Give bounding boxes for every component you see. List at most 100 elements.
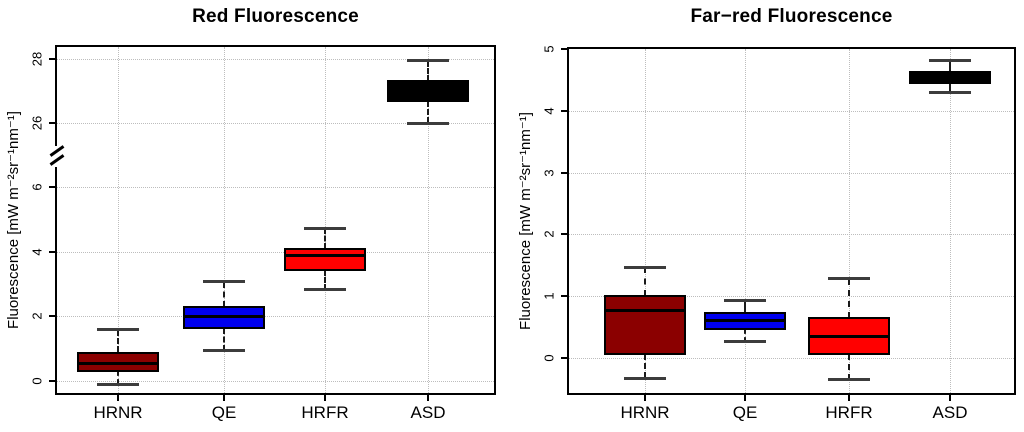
x-category-label-asd: ASD [932, 403, 968, 422]
median-line-asd [387, 89, 469, 93]
panel-red-fluorescence: Red Fluorescence Fluorescence [mW m⁻²sr⁻… [5, 6, 496, 422]
whisker-stem-lower-hrnr [117, 371, 119, 385]
h-gridline [569, 173, 1014, 174]
whisker-cap-upper-asd [407, 59, 449, 63]
plot-area-red [55, 45, 496, 395]
x-axis-tick [324, 393, 326, 401]
whisker-stem-upper-qe [744, 300, 746, 313]
chart-title-far-red: Far−red Fluorescence [690, 6, 893, 27]
whisker-stem-upper-asd [949, 60, 951, 72]
y-axis-tick [49, 122, 57, 124]
h-gridline [57, 316, 494, 317]
x-category-label-hrnr: HRNR [620, 403, 670, 422]
x-category-label-qe: QE [211, 403, 237, 422]
y-tick-label: 2 [541, 230, 557, 238]
box-hrfr [284, 248, 366, 271]
whisker-cap-upper-hrnr [624, 265, 666, 269]
y-tick-label: 5 [541, 45, 557, 53]
whisker-stem-upper-qe [223, 281, 225, 308]
y-tick-label: 1 [541, 292, 557, 300]
whisker-stem-upper-asd [427, 60, 429, 82]
y-axis-tick [561, 110, 569, 112]
whisker-cap-lower-asd [407, 121, 449, 125]
box-qe [183, 306, 265, 330]
x-category-label-qe: QE [732, 403, 758, 422]
box-hrnr [604, 295, 686, 355]
whisker-cap-lower-asd [929, 90, 971, 94]
whisker-stem-lower-qe [744, 328, 746, 342]
whisker-cap-lower-hrnr [624, 376, 666, 380]
median-line-asd [909, 75, 991, 79]
whisker-stem-upper-hrnr [644, 267, 646, 297]
whisker-cap-upper-hrfr [304, 226, 346, 230]
y-tick-label: 0 [29, 377, 45, 385]
x-axis-tick [427, 393, 429, 401]
median-line-qe [183, 314, 265, 318]
x-axis-tick [223, 393, 225, 401]
y-axis-tick [561, 172, 569, 174]
y-tick-label: 26 [29, 115, 45, 131]
whisker-stem-lower-qe [223, 328, 225, 351]
x-category-label-asd: ASD [410, 403, 446, 422]
x-axis-tick [949, 393, 951, 401]
whisker-cap-upper-qe [724, 299, 766, 303]
whisker-stem-lower-hrfr [324, 269, 326, 290]
median-line-hrfr [808, 334, 890, 338]
chart-title-red: Red Fluorescence [192, 6, 359, 27]
h-gridline [57, 59, 494, 60]
y-axis-tick [561, 233, 569, 235]
v-gridline [428, 47, 429, 393]
y-axis-tick [49, 315, 57, 317]
y-axis-tick [49, 251, 57, 253]
y-axis-tick [49, 186, 57, 188]
h-gridline [57, 252, 494, 253]
whisker-stem-lower-hrfr [848, 354, 850, 380]
y-tick-label: 0 [541, 354, 557, 362]
whisker-stem-lower-asd [949, 82, 951, 93]
x-axis-tick [848, 393, 850, 401]
whisker-cap-lower-hrfr [304, 288, 346, 292]
h-gridline [569, 296, 1014, 297]
v-gridline [849, 49, 850, 393]
median-line-hrfr [284, 254, 366, 258]
v-gridline [745, 49, 746, 393]
h-gridline [57, 187, 494, 188]
v-gridline [325, 47, 326, 393]
x-category-label-hrfr: HRFR [825, 403, 873, 422]
y-tick-label: 2 [29, 312, 45, 320]
y-tick-label: 4 [29, 248, 45, 256]
median-line-hrnr [77, 361, 159, 365]
x-axis-tick [744, 393, 746, 401]
v-gridline [645, 49, 646, 393]
v-gridline [950, 49, 951, 393]
y-axis-tick [49, 380, 57, 382]
y-tick-label: 3 [541, 169, 557, 177]
whisker-cap-lower-hrnr [97, 382, 139, 386]
x-axis-tick [117, 393, 119, 401]
whisker-cap-upper-hrnr [97, 328, 139, 332]
whisker-cap-upper-qe [203, 280, 245, 284]
x-category-label-hrfr: HRFR [301, 403, 349, 422]
median-line-hrnr [604, 308, 686, 312]
whisker-stem-lower-hrnr [644, 353, 646, 379]
axis-break-gap [52, 146, 62, 167]
whisker-cap-lower-hrfr [828, 378, 870, 382]
y-axis-label-red: Fluorescence [mW m⁻²sr⁻¹nm⁻¹] [5, 111, 22, 329]
panel-far-red-fluorescence: Far−red Fluorescence Fluorescence [mW m⁻… [512, 0, 1024, 432]
y-axis-tick [561, 357, 569, 359]
whisker-stem-lower-asd [427, 100, 429, 123]
whisker-stem-upper-hrfr [848, 278, 850, 319]
y-tick-label: 6 [29, 183, 45, 191]
h-gridline [569, 111, 1014, 112]
y-tick-label: 28 [29, 51, 45, 67]
whisker-cap-lower-qe [203, 349, 245, 353]
whisker-stem-upper-hrfr [324, 228, 326, 250]
h-gridline [57, 381, 494, 382]
y-axis-tick [561, 48, 569, 50]
v-gridline [224, 47, 225, 393]
plot-area-far-red [567, 47, 1016, 395]
whisker-cap-lower-qe [724, 340, 766, 344]
h-gridline [569, 234, 1014, 235]
y-axis-label-far-red: Fluorescence [mW m⁻²sr⁻¹nm⁻¹] [517, 112, 534, 330]
